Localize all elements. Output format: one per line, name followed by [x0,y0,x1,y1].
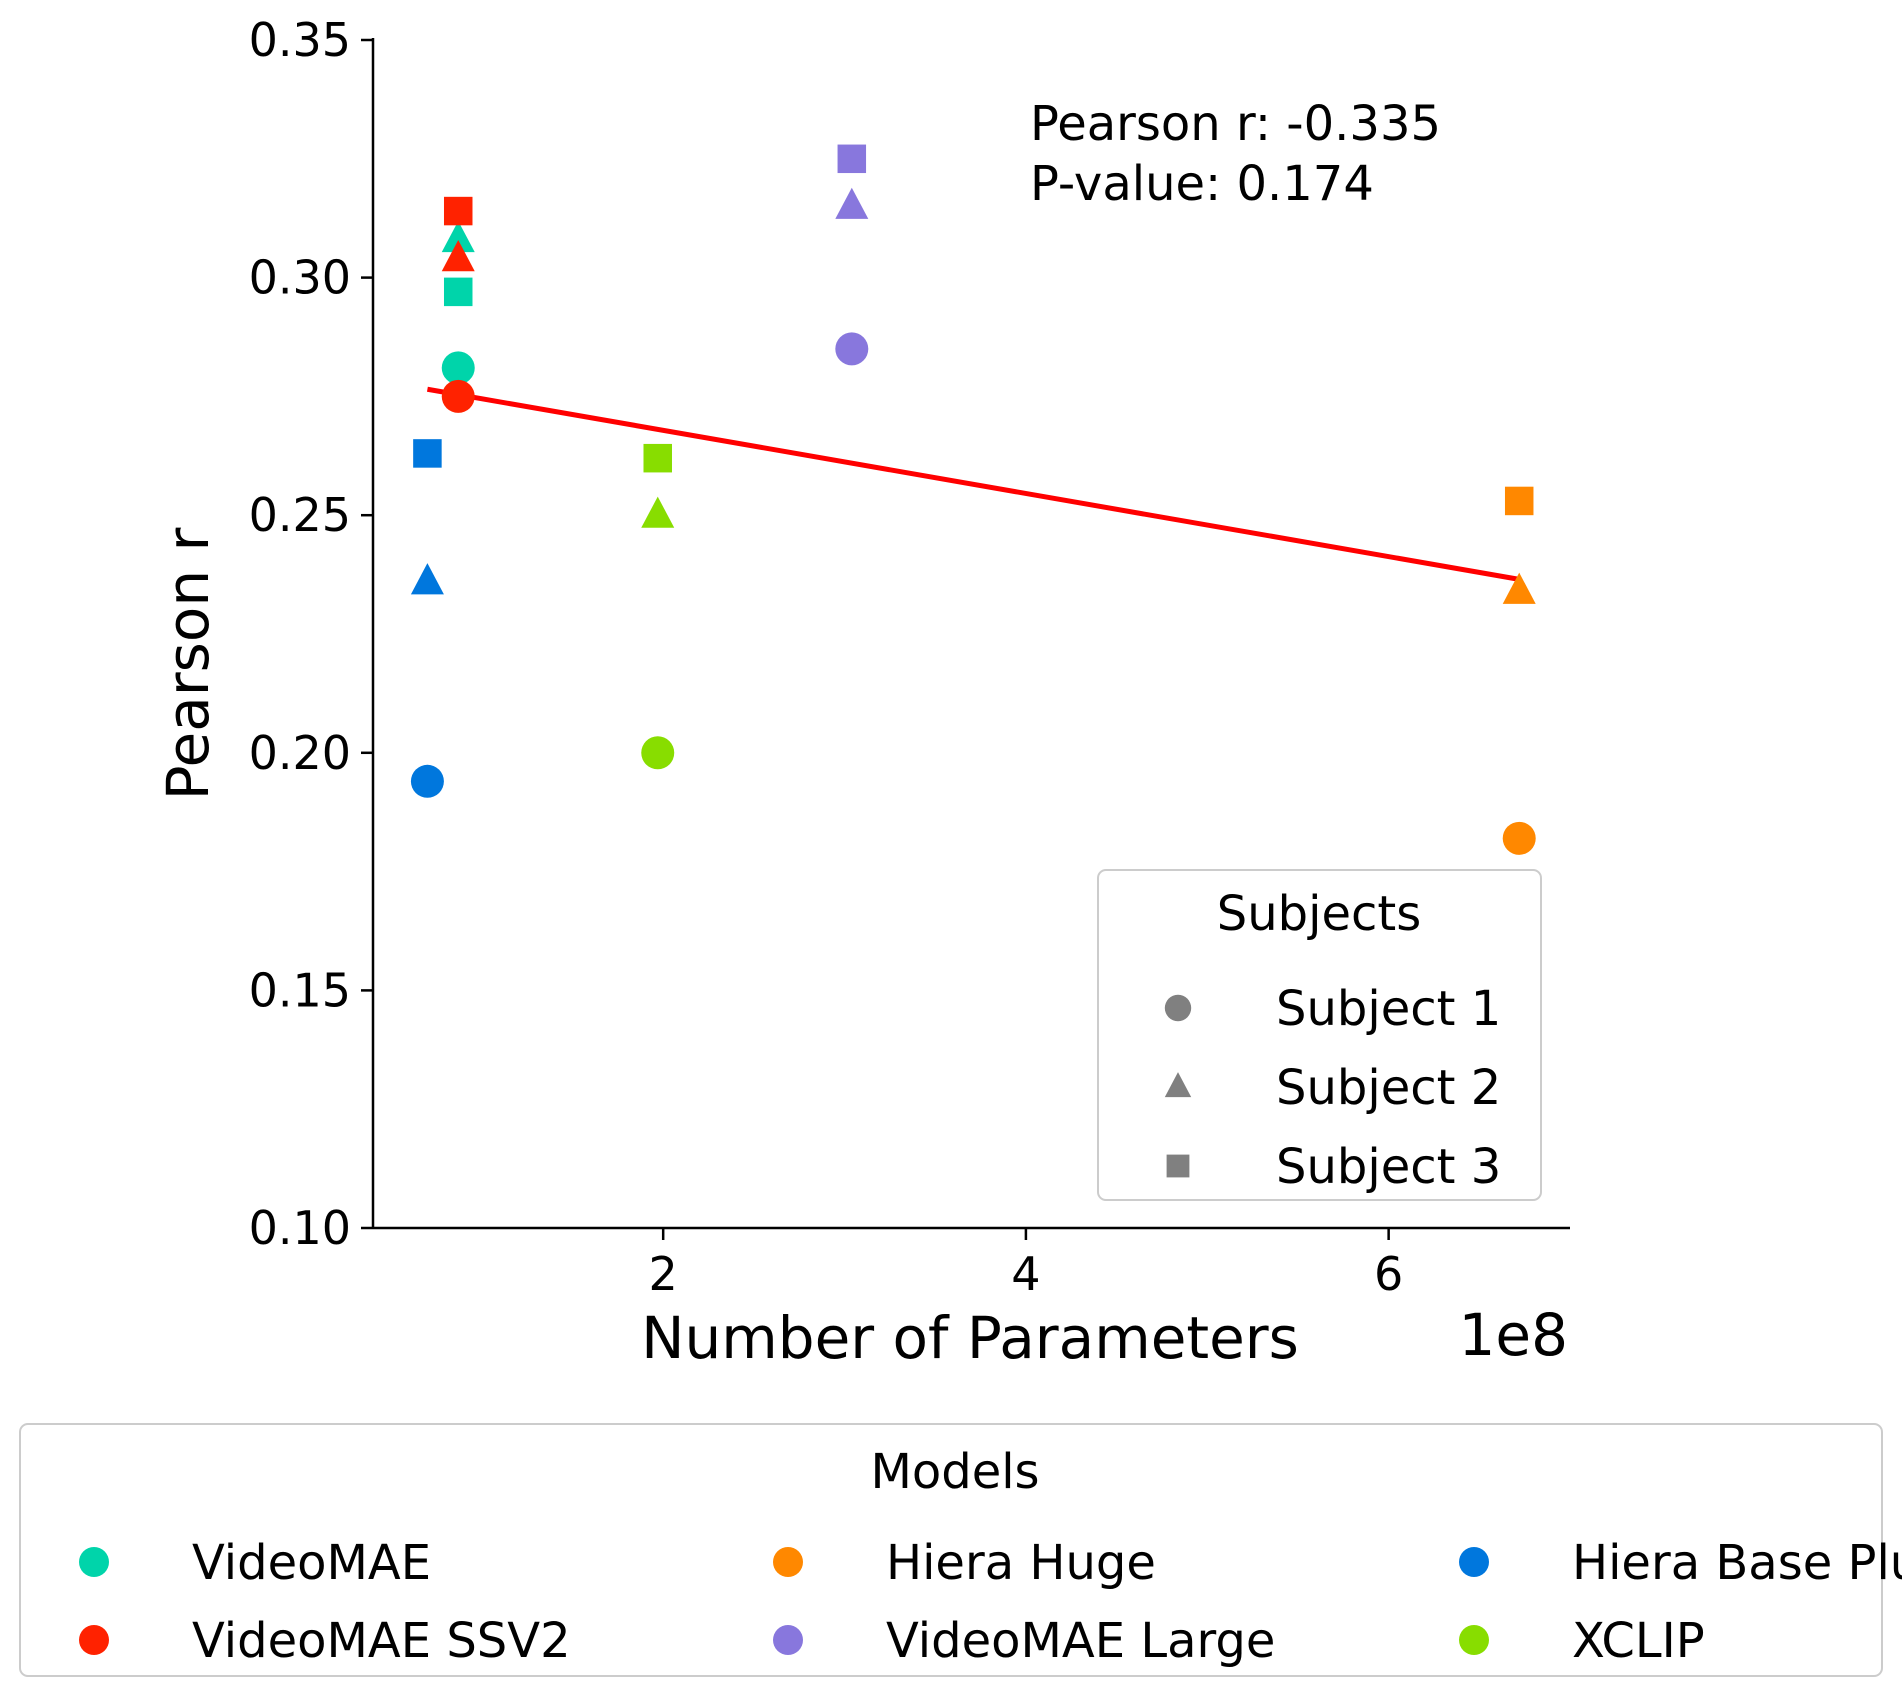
models-legend-label: XCLIP [1572,1613,1705,1669]
point-videomae-ssv2-subject-2 [441,239,475,272]
subjects-legend-marker-circle [1164,994,1192,1022]
models-legend-label: VideoMAE SSV2 [192,1613,571,1669]
models-legend-frame [19,1423,1883,1677]
annotation-pearson-r: Pearson r: -0.335 [1030,96,1441,152]
x-axis-label: Number of Parameters [641,1304,1299,1372]
x-tick-label: 4 [1011,1247,1040,1301]
y-tick-label: 0.10 [249,1201,351,1255]
models-legend-label: VideoMAE Large [886,1613,1275,1669]
point-hiera-huge-subject-1 [1502,821,1536,855]
y-tick-label: 0.25 [249,488,351,542]
point-xclip-subject-3 [643,443,672,473]
axes: 0.10 0.15 0.20 0.25 0.30 0.35 2 4 6 Number of Par… [154,13,1570,1372]
point-hiera-base-plus-subject-2 [410,563,444,595]
point-videomae-large-subject-3 [837,144,867,174]
point-videomae-subject-2 [441,220,475,253]
models-legend-marker [773,1625,803,1655]
y-tick-label: 0.20 [249,726,351,780]
x-tick-label: 2 [649,1247,678,1301]
models-legend-marker [1459,1625,1489,1655]
subjects-legend-label: Subject 3 [1276,1139,1501,1195]
subjects-legend-marker-triangle [1164,1072,1192,1098]
point-hiera-huge-subject-2 [1502,572,1536,604]
point-xclip-subject-2 [641,496,675,528]
point-videomae-subject-1 [441,351,475,385]
y-axis-label: Pearson r [154,527,222,800]
models-legend: Models VideoMAE VideoMAE SSV2 Hiera Huge Vid… [19,1423,1902,1677]
models-legend-label: Hiera Huge [886,1535,1156,1591]
models-legend-marker [79,1625,109,1655]
subjects-legend-title: Subjects [1217,886,1421,942]
subjects-legend: Subjects Subject 1 Subject 2 Subject 3 [1097,869,1542,1201]
models-legend-marker [79,1547,109,1577]
y-tick-label: 0.35 [249,13,351,67]
models-legend-label: VideoMAE [192,1535,431,1591]
trend-line-group [426,386,1520,582]
data-points [410,144,1536,855]
trend-line [426,386,1520,582]
subjects-legend-label: Subject 1 [1276,981,1501,1037]
subjects-legend-frame [1097,869,1542,1201]
models-legend-marker [1459,1547,1489,1577]
models-legend-label: Hiera Base Plus [1572,1535,1902,1591]
point-videomae-subject-3 [443,277,473,307]
x-offset-label: 1e8 [1459,1301,1569,1369]
models-legend-title: Models [870,1444,1039,1500]
x-tick-label: 6 [1374,1247,1403,1301]
point-hiera-base-plus-subject-1 [410,764,444,798]
y-tick-label: 0.30 [249,251,351,305]
y-tick-label: 0.15 [249,963,351,1017]
subjects-legend-label: Subject 2 [1276,1060,1501,1116]
point-hiera-base-plus-subject-3 [413,439,442,468]
point-videomae-ssv2-subject-3 [443,196,473,226]
correlation-annotation: Pearson r: -0.335 P-value: 0.174 [1030,96,1441,212]
annotation-p-value: P-value: 0.174 [1030,156,1374,212]
models-legend-marker [773,1547,803,1577]
subjects-legend-marker-square [1166,1154,1190,1178]
point-videomae-large-subject-1 [835,332,869,366]
point-hiera-huge-subject-3 [1504,486,1534,516]
point-videomae-large-subject-2 [835,187,869,219]
point-videomae-ssv2-subject-1 [441,379,475,413]
point-xclip-subject-1 [641,736,675,770]
